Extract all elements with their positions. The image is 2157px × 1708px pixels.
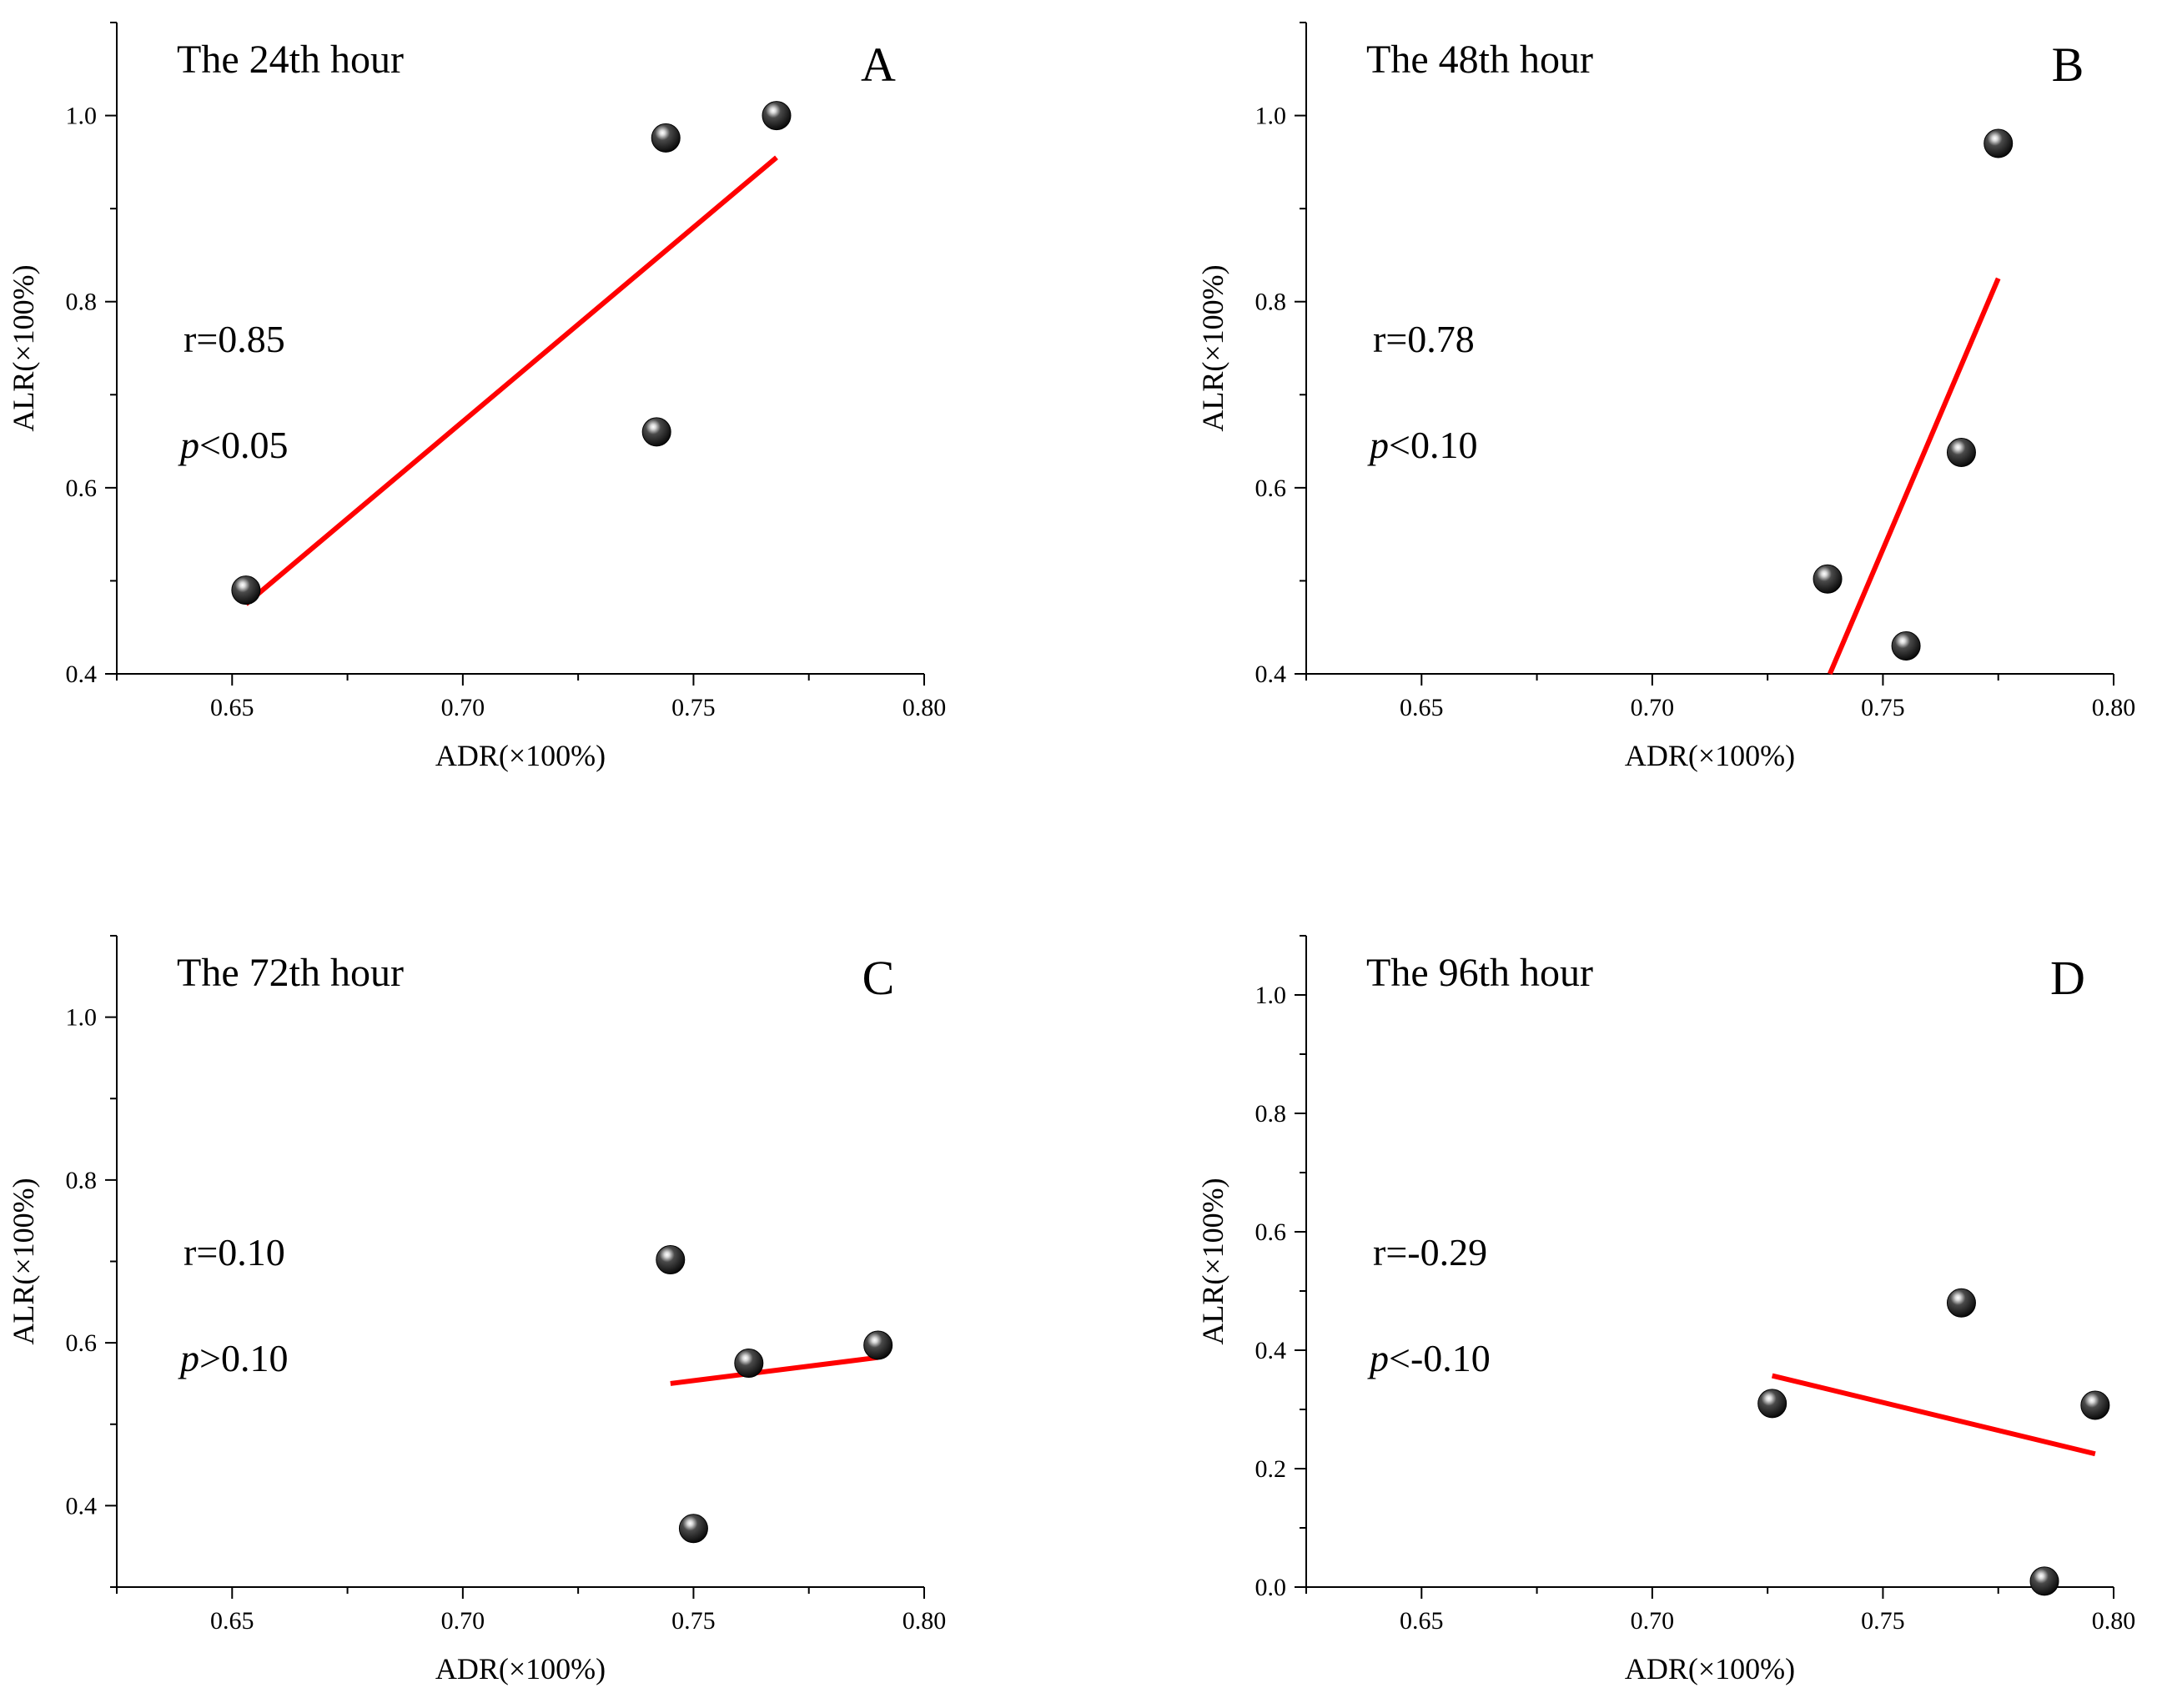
x-tick-label: 0.75 — [671, 694, 716, 721]
x-axis-title: ADR(×100%) — [435, 1652, 606, 1685]
x-tick-label: 0.70 — [441, 1607, 485, 1635]
y-tick-label: 0.8 — [1255, 1100, 1287, 1128]
p-threshold: <-0.10 — [1389, 1337, 1491, 1379]
data-point — [1757, 1389, 1787, 1419]
y-axis-title: ALR(×100%) — [1196, 264, 1229, 431]
fit-line — [1771, 1373, 2096, 1457]
y-tick-label: 0.6 — [66, 475, 98, 502]
y-axis-title: ALR(×100%) — [7, 264, 40, 431]
x-tick-label: 0.75 — [1861, 1607, 1905, 1635]
panel-letter: B — [2052, 38, 2084, 92]
panel-a: 0.65 0.70 0.75 0.80 0.4 0.6 0.8 1.0 ADR(×100%) AL… — [7, 22, 947, 772]
r-value-label: r=0.85 — [184, 318, 285, 360]
panel-letter: D — [2050, 951, 2085, 1005]
p-value-label: p<0.10 — [1367, 424, 1477, 466]
p-threshold: <0.10 — [1389, 424, 1477, 466]
x-tick-label: 0.70 — [1631, 694, 1675, 721]
x-axis-title: ADR(×100%) — [435, 739, 606, 772]
x-tick-label: 0.65 — [210, 694, 254, 721]
data-point — [1946, 437, 1976, 467]
panel-letter: A — [861, 38, 896, 92]
data-point — [231, 575, 261, 605]
y-tick-label: 0.6 — [1255, 475, 1287, 502]
panel-title: The 24th hour — [177, 38, 404, 82]
y-tick-label: 1.0 — [66, 1004, 98, 1032]
data-point — [656, 1245, 686, 1275]
y-tick-label: 0.0 — [1255, 1574, 1287, 1601]
data-point — [651, 123, 681, 153]
y-tick-label: 0.6 — [1255, 1218, 1287, 1246]
y-tick-label: 1.0 — [66, 103, 98, 130]
y-tick-label: 0.8 — [1255, 289, 1287, 316]
p-symbol: p — [1367, 1337, 1389, 1379]
p-value-label: p<0.05 — [178, 424, 288, 466]
p-threshold: >0.10 — [199, 1337, 288, 1379]
x-tick-label: 0.80 — [2092, 1607, 2136, 1635]
panel-title: The 72th hour — [177, 951, 404, 995]
p-symbol: p — [178, 424, 199, 466]
data-point — [762, 101, 792, 131]
r-value-label: r=-0.29 — [1373, 1231, 1487, 1273]
data-point — [678, 1514, 708, 1544]
data-point — [2080, 1390, 2110, 1420]
x-tick-label: 0.65 — [210, 1607, 254, 1635]
data-point — [734, 1349, 764, 1379]
y-tick-label: 0.8 — [66, 1167, 98, 1194]
panel-title: The 96th hour — [1366, 951, 1593, 995]
x-tick-label: 0.80 — [2092, 694, 2136, 721]
p-value-label: p<-0.10 — [1367, 1337, 1491, 1379]
panel-b: 0.65 0.70 0.75 0.80 0.4 0.6 0.8 1.0 ADR(×100%) AL… — [1196, 22, 2136, 772]
data-point — [1891, 631, 1921, 661]
panel-c: 0.65 0.70 0.75 0.80 0.4 0.6 0.8 1.0 ADR(×100%) AL… — [7, 935, 947, 1685]
p-symbol: p — [178, 1337, 199, 1379]
x-axis-title: ADR(×100%) — [1625, 739, 1795, 772]
y-tick-label: 1.0 — [1255, 103, 1287, 130]
p-symbol: p — [1367, 424, 1389, 466]
x-tick-label: 0.80 — [903, 1607, 947, 1635]
fit-line — [670, 1354, 879, 1386]
y-axis-title: ALR(×100%) — [1196, 1178, 1229, 1344]
x-tick-label: 0.70 — [441, 694, 485, 721]
data-point — [863, 1330, 893, 1360]
p-threshold: <0.05 — [199, 424, 288, 466]
y-axis-title: ALR(×100%) — [7, 1178, 40, 1344]
x-tick-label: 0.70 — [1631, 1607, 1675, 1635]
p-value-label: p>0.10 — [178, 1337, 288, 1379]
y-tick-label: 1.0 — [1255, 982, 1287, 1009]
y-tick-label: 0.4 — [1255, 1337, 1287, 1364]
data-point — [2029, 1566, 2059, 1596]
fit-line — [244, 155, 778, 606]
data-point — [1813, 564, 1843, 594]
y-tick-label: 0.4 — [1255, 661, 1287, 688]
x-tick-label: 0.65 — [1400, 1607, 1444, 1635]
x-tick-label: 0.75 — [1861, 694, 1905, 721]
x-tick-label: 0.80 — [903, 694, 947, 721]
r-value-label: r=0.78 — [1373, 318, 1475, 360]
y-tick-label: 0.4 — [66, 661, 98, 688]
fit-line — [1828, 277, 2001, 676]
data-point — [1984, 128, 2014, 158]
y-tick-label: 0.4 — [66, 1492, 98, 1520]
data-point — [1946, 1288, 1976, 1318]
data-point — [641, 417, 671, 447]
panel-d: 0.65 0.70 0.75 0.80 0.0 0.2 0.4 0.6 0.8 1.0 ADR(×1… — [1196, 935, 2136, 1685]
y-tick-label: 0.6 — [66, 1329, 98, 1357]
y-tick-label: 0.8 — [66, 289, 98, 316]
y-tick-label: 0.2 — [1255, 1455, 1287, 1483]
x-tick-label: 0.75 — [671, 1607, 716, 1635]
r-value-label: r=0.10 — [184, 1231, 285, 1273]
panel-letter: C — [862, 951, 895, 1005]
x-axis-title: ADR(×100%) — [1625, 1652, 1795, 1685]
panel-title: The 48th hour — [1366, 38, 1593, 82]
x-tick-label: 0.65 — [1400, 694, 1444, 721]
